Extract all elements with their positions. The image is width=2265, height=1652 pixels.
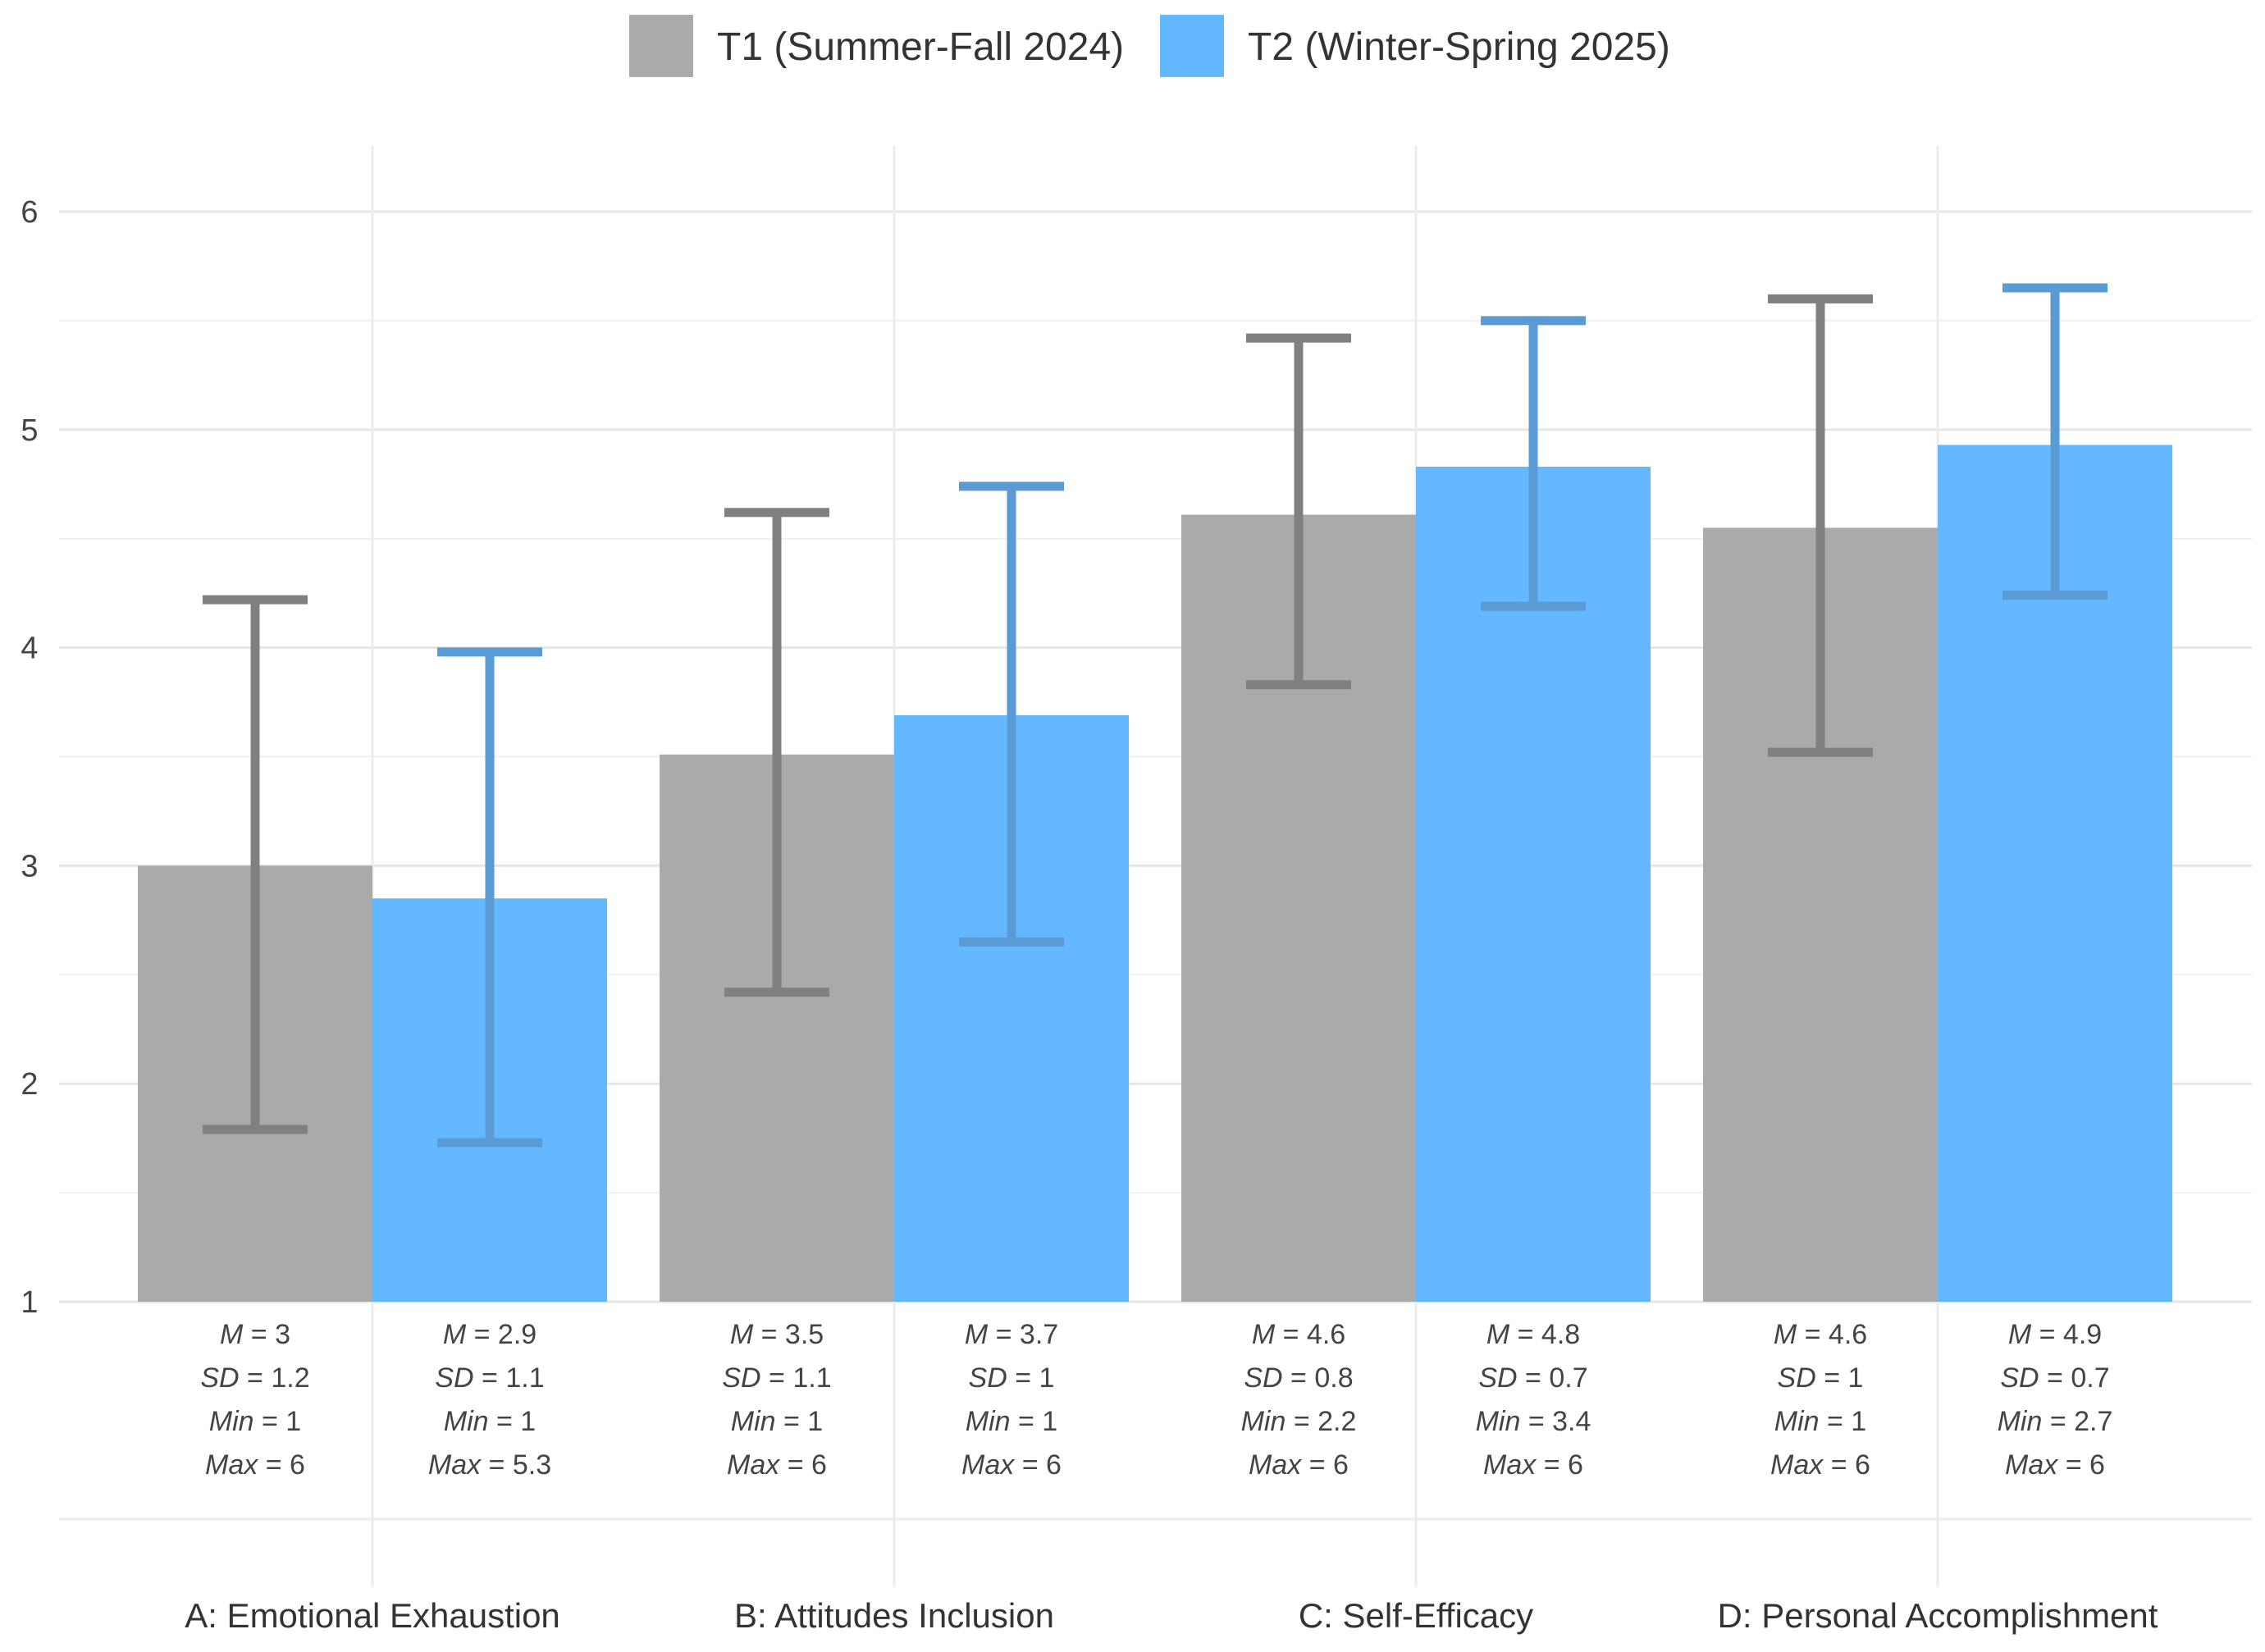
stat-label-max: Max = 6 xyxy=(1483,1449,1583,1481)
stat-label-min: Min = 2.7 xyxy=(1998,1406,2113,1437)
error-bar xyxy=(724,508,829,997)
legend-swatch xyxy=(629,15,693,77)
error-bar xyxy=(959,481,1064,947)
stat-label-sd: SD = 0.7 xyxy=(1478,1362,1587,1394)
stat-label-max: Max = 6 xyxy=(1770,1449,1870,1481)
stat-label-m: M = 4.6 xyxy=(1774,1319,1867,1350)
error-bar xyxy=(1246,333,1351,690)
stat-label-min: Min = 1 xyxy=(966,1406,1057,1437)
y-tick-label: 4 xyxy=(21,632,38,666)
stat-label-max: Max = 6 xyxy=(205,1449,305,1481)
stat-label-m: M = 4.8 xyxy=(1486,1319,1580,1350)
stat-label-sd: SD = 1 xyxy=(1778,1362,1864,1394)
stat-label-max: Max = 6 xyxy=(961,1449,1062,1481)
stat-label-m: M = 3 xyxy=(220,1319,290,1350)
stat-label-m: M = 3.7 xyxy=(965,1319,1058,1350)
stat-label-min: Min = 1 xyxy=(1774,1406,1866,1437)
stat-label-max: Max = 6 xyxy=(2005,1449,2105,1481)
legend-item: T1 (Summer-Fall 2024) xyxy=(629,15,1124,77)
legend-swatch xyxy=(1160,15,1224,77)
stat-label-sd: SD = 1.2 xyxy=(200,1362,309,1394)
error-bar xyxy=(1481,316,1586,611)
y-tick-label: 6 xyxy=(21,195,38,230)
error-bar xyxy=(437,647,542,1148)
stat-label-m: M = 2.9 xyxy=(443,1319,537,1350)
category-label: B: Attitudes Inclusion xyxy=(734,1596,1054,1635)
y-tick-label: 1 xyxy=(21,1285,38,1320)
stat-label-sd: SD = 0.7 xyxy=(2000,1362,2109,1394)
stat-label-min: Min = 2.2 xyxy=(1241,1406,1357,1437)
x-axis: A: Emotional Exhaustion B: Attitudes Incl… xyxy=(185,1596,2158,1635)
y-tick-label: 5 xyxy=(21,413,38,448)
legend: T1 (Summer-Fall 2024) T2 (Winter-Spring 2… xyxy=(629,15,1670,77)
stat-label-sd: SD = 1 xyxy=(969,1362,1055,1394)
stat-label-m: M = 4.6 xyxy=(1252,1319,1345,1350)
bars xyxy=(138,445,2172,1302)
stat-label-m: M = 4.9 xyxy=(2008,1319,2102,1350)
stat-label-max: Max = 6 xyxy=(1249,1449,1349,1481)
error-bars xyxy=(203,283,2107,1148)
stat-label-sd: SD = 0.8 xyxy=(1244,1362,1353,1394)
category-label: A: Emotional Exhaustion xyxy=(185,1596,560,1635)
legend-label: T2 (Winter-Spring 2025) xyxy=(1248,25,1670,69)
stat-label-max: Max = 6 xyxy=(727,1449,827,1481)
category-label: D: Personal Accomplishment xyxy=(1718,1596,2158,1635)
stat-label-sd: SD = 1.1 xyxy=(435,1362,544,1394)
stat-label-max: Max = 5.3 xyxy=(428,1449,551,1481)
legend-label: T1 (Summer-Fall 2024) xyxy=(717,25,1124,69)
stat-label-min: Min = 1 xyxy=(209,1406,301,1437)
y-tick-label: 2 xyxy=(21,1067,38,1102)
stat-label-min: Min = 1 xyxy=(444,1406,536,1437)
stat-label-min: Min = 1 xyxy=(731,1406,823,1437)
error-bar xyxy=(203,595,308,1134)
error-bar xyxy=(1768,294,1873,757)
stat-label-min: Min = 3.4 xyxy=(1476,1406,1591,1437)
stat-labels: M = 3 SD = 1.2 Min = 1 Max = 6 M = 2.9 SD = 1… xyxy=(200,1319,2112,1481)
legend-item: T2 (Winter-Spring 2025) xyxy=(1160,15,1670,77)
error-bar xyxy=(2002,283,2107,600)
y-axis: 1 2 3 4 5 6 xyxy=(21,195,38,1320)
stat-label-m: M = 3.5 xyxy=(730,1319,824,1350)
category-label: C: Self-Efficacy xyxy=(1299,1596,1533,1635)
stat-label-sd: SD = 1.1 xyxy=(722,1362,831,1394)
y-tick-label: 3 xyxy=(21,849,38,883)
